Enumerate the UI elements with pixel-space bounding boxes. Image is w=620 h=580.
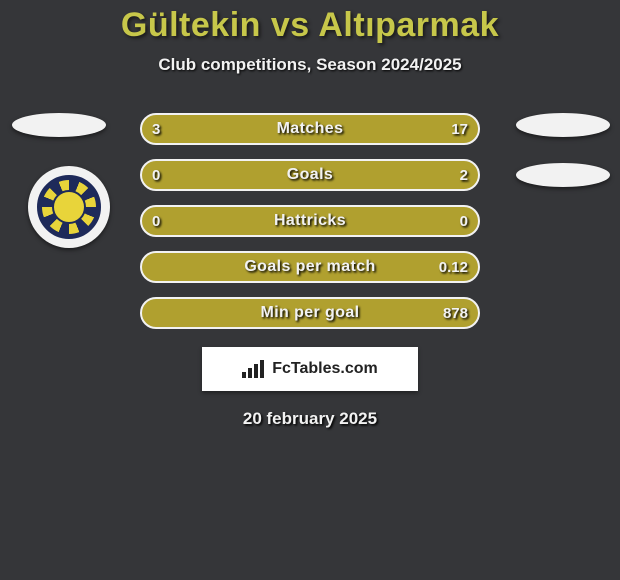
crest-icon (37, 175, 101, 239)
stat-bar: Goals0 2 (140, 159, 480, 191)
stat-value-left: 3 (152, 115, 160, 143)
right-player-slot-1 (516, 113, 610, 137)
stat-bar: Hattricks0 0 (140, 205, 480, 237)
bar-chart-icon (242, 360, 266, 378)
stat-bars: Matches317Goals02Hattricks00Goals per ma… (140, 113, 480, 329)
left-club-crest (28, 166, 110, 248)
subtitle: Club competitions, Season 2024/2025 (0, 55, 620, 75)
stat-label: Goals (142, 161, 478, 189)
brand-text: FcTables.com (272, 360, 378, 378)
date-text: 20 february 2025 (0, 409, 620, 429)
stat-label: Matches (142, 115, 478, 143)
stat-bar: Goals per match0.12 (140, 251, 480, 283)
stat-label: Min per goal (142, 299, 478, 327)
stat-bar: Matches3 17 (140, 113, 480, 145)
comparison-area: Matches317Goals02Hattricks00Goals per ma… (0, 113, 620, 429)
left-player-slot-1 (12, 113, 106, 137)
stat-label: Goals per match (142, 253, 478, 281)
brand-box: FcTables.com (202, 347, 418, 391)
stat-value-left: 0 (152, 161, 160, 189)
stat-value-right: 0.12 (439, 253, 468, 281)
right-player-slot-2 (516, 163, 610, 187)
page-title: Gültekin vs Altıparmak (0, 6, 620, 45)
stat-value-left: 0 (152, 207, 160, 235)
stat-bar: Min per goal878 (140, 297, 480, 329)
stat-value-right: 878 (443, 299, 468, 327)
stat-label: Hattricks (142, 207, 478, 235)
stat-value-right: 17 (451, 115, 468, 143)
stat-value-right: 0 (460, 207, 468, 235)
stat-value-right: 2 (460, 161, 468, 189)
